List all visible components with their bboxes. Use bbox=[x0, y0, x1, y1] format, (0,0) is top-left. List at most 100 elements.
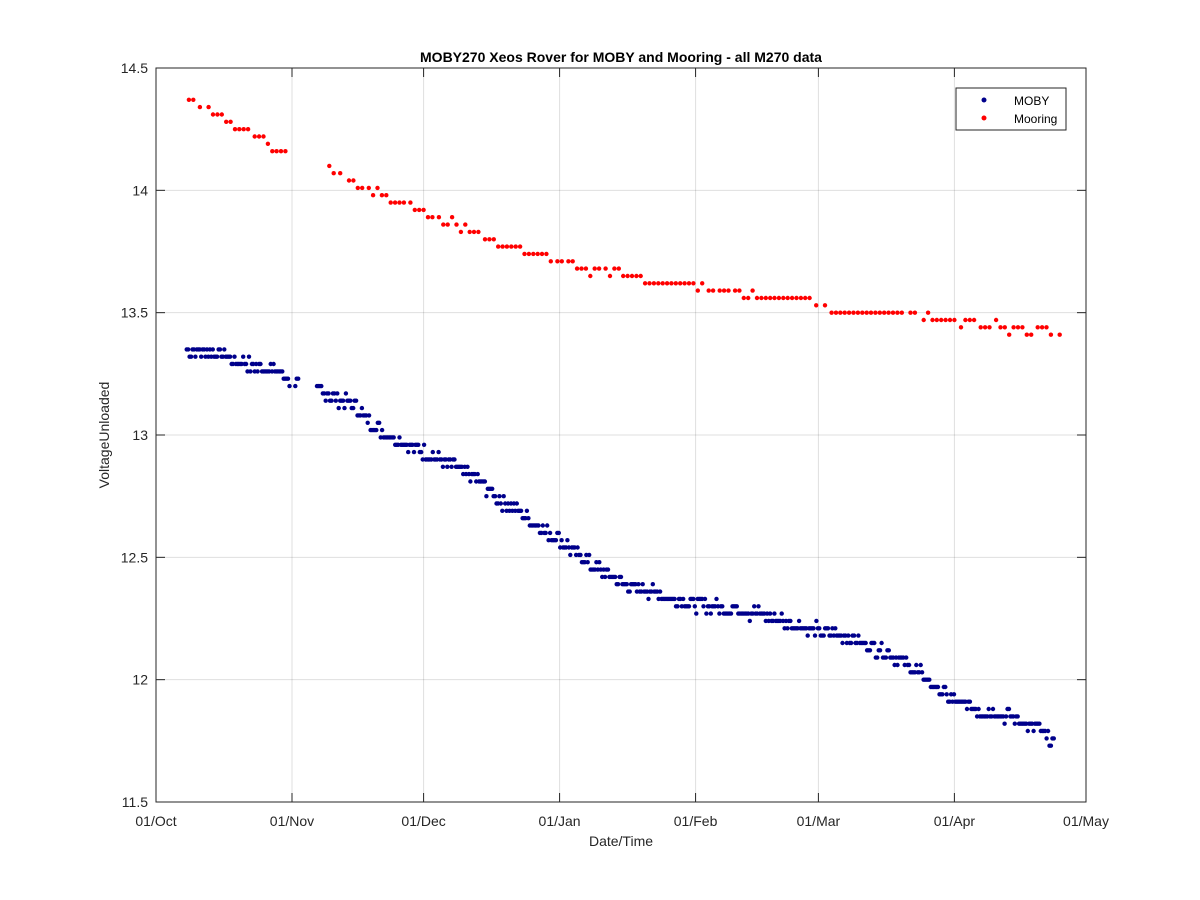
moby-point bbox=[214, 354, 220, 359]
mooring-point bbox=[1007, 332, 1012, 337]
moby-point bbox=[734, 604, 739, 609]
moby-point bbox=[618, 574, 624, 580]
moby-point bbox=[895, 662, 900, 668]
moby-point bbox=[366, 413, 372, 418]
mooring-point bbox=[425, 215, 431, 220]
moby-point bbox=[914, 662, 919, 668]
legend-label-mooring: Mooring bbox=[1014, 112, 1057, 126]
chart-title: MOBY270 Xeos Rover for MOBY and Mooring … bbox=[420, 49, 822, 65]
moby-point bbox=[990, 706, 996, 712]
mooring-point bbox=[270, 149, 275, 154]
mooring-point bbox=[210, 112, 216, 117]
moby-point bbox=[222, 347, 227, 352]
mooring-point bbox=[346, 178, 352, 183]
mooring-point bbox=[1039, 325, 1045, 330]
mooring-point bbox=[517, 244, 523, 249]
moby-point bbox=[1025, 728, 1031, 734]
moby-point bbox=[500, 508, 505, 513]
mooring-point bbox=[987, 325, 992, 330]
x-tick-label: 01/Oct bbox=[135, 813, 176, 829]
moby-point bbox=[342, 405, 347, 411]
mooring-point bbox=[952, 317, 957, 323]
moby-point bbox=[681, 596, 686, 602]
mooring-point bbox=[656, 281, 661, 286]
moby-point bbox=[717, 611, 722, 616]
moby-point bbox=[406, 449, 411, 455]
moby-point bbox=[701, 604, 706, 609]
mooring-point bbox=[851, 310, 856, 315]
moby-point bbox=[657, 589, 663, 594]
moby-point bbox=[248, 369, 253, 374]
moby-point bbox=[940, 692, 945, 697]
moby-point bbox=[227, 354, 233, 359]
mooring-point bbox=[544, 251, 549, 257]
moby-point bbox=[585, 560, 590, 565]
moby-point bbox=[217, 347, 223, 352]
moby-point bbox=[540, 523, 545, 528]
mooring-point bbox=[412, 207, 417, 213]
mooring-point bbox=[971, 317, 977, 323]
y-tick-label: 13 bbox=[132, 427, 148, 443]
mooring-point bbox=[691, 281, 696, 286]
moby-point bbox=[526, 516, 531, 521]
moby-point bbox=[904, 655, 909, 660]
mooring-point bbox=[873, 310, 878, 315]
moby-point bbox=[1012, 721, 1017, 726]
moby-point bbox=[359, 405, 365, 411]
mooring-point bbox=[717, 288, 722, 293]
x-tick-label: 01/Mar bbox=[797, 813, 841, 829]
mooring-point bbox=[206, 104, 211, 110]
mooring-point bbox=[504, 244, 510, 249]
mooring-point bbox=[651, 281, 657, 286]
legend: MOBY Mooring bbox=[955, 87, 1067, 131]
moby-point bbox=[232, 354, 237, 359]
mooring-point bbox=[726, 288, 731, 293]
moby-point bbox=[553, 538, 559, 543]
mooring-point bbox=[776, 295, 782, 301]
mooring-point bbox=[421, 207, 426, 213]
moby-point bbox=[627, 589, 632, 594]
mooring-point bbox=[509, 244, 514, 249]
mooring-point bbox=[574, 266, 580, 271]
moby-point bbox=[411, 449, 417, 455]
mooring-point bbox=[463, 222, 468, 227]
mooring-point bbox=[482, 237, 488, 242]
mooring-point bbox=[794, 295, 799, 301]
mooring-point bbox=[351, 178, 356, 183]
mooring-point bbox=[224, 119, 229, 125]
mooring-point bbox=[860, 310, 865, 315]
moby-point bbox=[490, 486, 495, 491]
mooring-point bbox=[877, 310, 882, 315]
moby-point bbox=[879, 640, 884, 646]
mooring-point bbox=[998, 325, 1003, 330]
moby-point bbox=[545, 523, 550, 528]
mooring-point bbox=[232, 127, 238, 132]
series-moby bbox=[184, 347, 1057, 748]
moby-point bbox=[944, 692, 949, 697]
moby-point bbox=[465, 464, 470, 469]
moby-point bbox=[624, 582, 629, 587]
moby-point bbox=[720, 604, 725, 609]
mooring-point bbox=[522, 251, 527, 257]
mooring-point bbox=[237, 127, 242, 132]
mooring-point bbox=[882, 310, 887, 315]
moby-point bbox=[188, 354, 194, 359]
moby-point bbox=[419, 449, 424, 455]
mooring-point bbox=[1044, 325, 1049, 330]
y-tick-label: 12.5 bbox=[121, 549, 148, 565]
mooring-point bbox=[360, 185, 365, 191]
moby-point bbox=[210, 347, 215, 352]
mooring-point bbox=[895, 310, 900, 315]
mooring-point bbox=[750, 288, 755, 293]
mooring-point bbox=[846, 310, 852, 315]
moby-point bbox=[675, 604, 680, 609]
mooring-point bbox=[958, 325, 964, 330]
mooring-point bbox=[331, 171, 336, 176]
mooring-point bbox=[789, 295, 795, 301]
moby-point bbox=[840, 640, 845, 646]
moby-point bbox=[812, 633, 818, 638]
moby-point bbox=[752, 604, 757, 609]
moby-point bbox=[640, 582, 645, 587]
legend-marker-moby bbox=[981, 97, 987, 103]
mooring-point bbox=[746, 295, 751, 301]
